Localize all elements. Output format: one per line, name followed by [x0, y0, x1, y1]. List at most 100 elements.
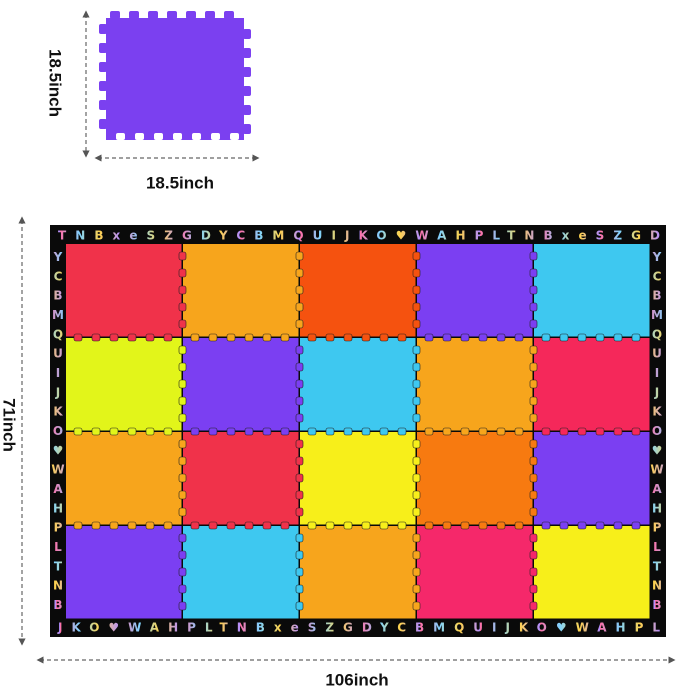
mat-tile [66, 244, 182, 337]
mat-tile-tab [442, 333, 452, 342]
tile-tab [110, 11, 120, 19]
mat-tile-tab [163, 427, 173, 436]
tile-tab [243, 105, 251, 115]
mat-tile-tab [178, 285, 187, 295]
mat-tile-tab [529, 379, 538, 389]
mat-tile-tab [178, 413, 187, 423]
mat-tile-tab [529, 285, 538, 295]
mat-tile [66, 338, 182, 431]
mat-tile-tab [379, 427, 389, 436]
mat-tile-tab [460, 521, 470, 530]
mat-tile-tab [529, 251, 538, 261]
mat-tile-tab [412, 319, 421, 329]
border-letters-right: YCBMQUIJKO♥WAHPLTNB [650, 250, 664, 612]
mat-tile-tab [73, 427, 83, 436]
tile-notch [154, 133, 163, 140]
mat-tile-tab [280, 333, 290, 342]
mat-tile-tab [178, 490, 187, 500]
mat-tile-tab [424, 333, 434, 342]
mat-tile-tab [577, 521, 587, 530]
tile-tab [129, 11, 139, 19]
mat-tile-tab [514, 427, 524, 436]
mat-tile-tab [529, 533, 538, 543]
mat-tile-tab [127, 427, 137, 436]
mat-tile-tab [208, 333, 218, 342]
mat-tile [300, 526, 416, 619]
mat-tile-tab [541, 333, 551, 342]
mat-tile-tab [412, 362, 421, 372]
mat-tile [183, 526, 299, 619]
mat-tile-tab [529, 490, 538, 500]
mat-tile-tab [325, 521, 335, 530]
mat-tile-tab [163, 521, 173, 530]
mat-tile-tab [343, 427, 353, 436]
mat-tile [417, 432, 533, 525]
mat-tile-tab [412, 533, 421, 543]
mat-tile-tab [73, 521, 83, 530]
mat-tile-tab [361, 521, 371, 530]
mat-tile [183, 432, 299, 525]
mat-height-label: 71inch [0, 398, 19, 452]
mat-tile [534, 244, 650, 337]
mat-tile-tab [412, 413, 421, 423]
mat-tile [534, 526, 650, 619]
mat-tile-tab [529, 268, 538, 278]
mat-tile-tab [295, 396, 304, 406]
mat-tile-tab [262, 521, 272, 530]
mat-tile-tab [178, 533, 187, 543]
mat-tile-tab [178, 362, 187, 372]
mat-tile-tab [244, 427, 254, 436]
mat-tile [417, 244, 533, 337]
mat-tile-tab [412, 584, 421, 594]
mat-tile-tab [295, 251, 304, 261]
mat-tile-tab [295, 550, 304, 560]
mat-tile-tab [613, 427, 623, 436]
mat-tile-tab [295, 413, 304, 423]
mat-tile-tab [496, 521, 506, 530]
mat-tile-tab [529, 473, 538, 483]
mat-tile-tab [478, 521, 488, 530]
mat-tile-tab [361, 427, 371, 436]
mat-tile-tab [295, 439, 304, 449]
mat-tile-tab [109, 427, 119, 436]
mat-tile-tab [343, 521, 353, 530]
mat-tile-tab [460, 427, 470, 436]
mat-tile-tab [244, 521, 254, 530]
mat-tile-tab [73, 333, 83, 342]
mat-tile-tab [412, 285, 421, 295]
mat-tile-tab [109, 521, 119, 530]
mat-tile-tab [412, 601, 421, 611]
tile-tab [99, 62, 107, 72]
tile-tab [243, 29, 251, 39]
mat-tile-tab [541, 521, 551, 530]
mat-tile-tab [412, 302, 421, 312]
tile-tab [148, 11, 158, 19]
mat-tile-tab [163, 333, 173, 342]
mat-tile [66, 432, 182, 525]
mat-tile-tab [379, 521, 389, 530]
mat-tile-tab [307, 521, 317, 530]
mat-tile-tab [412, 490, 421, 500]
mat-tile-tab [295, 302, 304, 312]
mat-tile-tab [412, 345, 421, 355]
mat-tile-tab [178, 456, 187, 466]
mat-tile-tab [178, 473, 187, 483]
mat-tile-tab [295, 268, 304, 278]
mat-tile-tab [295, 584, 304, 594]
mat-tile-tab [478, 427, 488, 436]
mat-tile-tab [226, 521, 236, 530]
mat-tile-tab [244, 333, 254, 342]
mat-tile-tab [127, 521, 137, 530]
mat-tile-tab [295, 473, 304, 483]
mat-tile-tab [595, 427, 605, 436]
tile-tab [99, 43, 107, 53]
tile-tab [99, 100, 107, 110]
mat-tile-tab [280, 521, 290, 530]
mat-tile-tab [559, 427, 569, 436]
mat-tile-tab [178, 268, 187, 278]
mat-tile-tab [529, 396, 538, 406]
mat-tile-tab [379, 333, 389, 342]
mat-tile-tab [325, 427, 335, 436]
mat-tile [300, 432, 416, 525]
mat-tile-tab [412, 456, 421, 466]
